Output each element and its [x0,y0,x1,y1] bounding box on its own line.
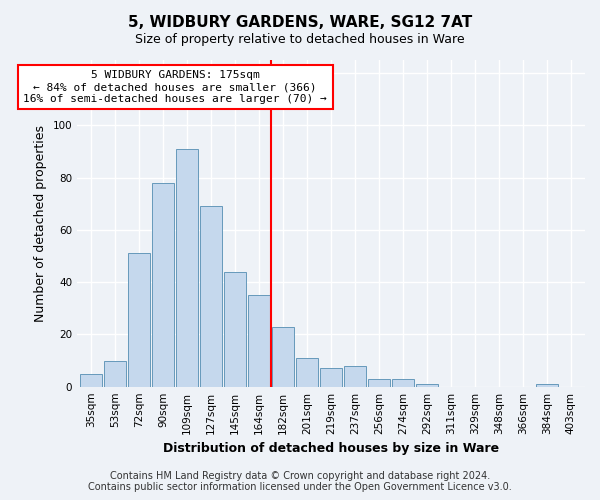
Text: Contains HM Land Registry data © Crown copyright and database right 2024.
Contai: Contains HM Land Registry data © Crown c… [88,471,512,492]
Bar [224,272,246,386]
X-axis label: Distribution of detached houses by size in Ware: Distribution of detached houses by size … [163,442,499,455]
Text: 5 WIDBURY GARDENS: 175sqm
← 84% of detached houses are smaller (366)
16% of semi: 5 WIDBURY GARDENS: 175sqm ← 84% of detac… [23,70,327,104]
Bar [128,254,150,386]
Bar [200,206,222,386]
Bar [80,374,103,386]
Bar [104,360,127,386]
Y-axis label: Number of detached properties: Number of detached properties [34,125,47,322]
Text: Size of property relative to detached houses in Ware: Size of property relative to detached ho… [135,32,465,46]
Bar [296,358,318,386]
Text: 5, WIDBURY GARDENS, WARE, SG12 7AT: 5, WIDBURY GARDENS, WARE, SG12 7AT [128,15,472,30]
Bar [320,368,342,386]
Bar [248,295,270,386]
Bar [536,384,557,386]
Bar [392,379,414,386]
Bar [272,326,294,386]
Bar [176,149,198,386]
Bar [368,379,390,386]
Bar [152,183,174,386]
Bar [344,366,366,386]
Bar [416,384,438,386]
